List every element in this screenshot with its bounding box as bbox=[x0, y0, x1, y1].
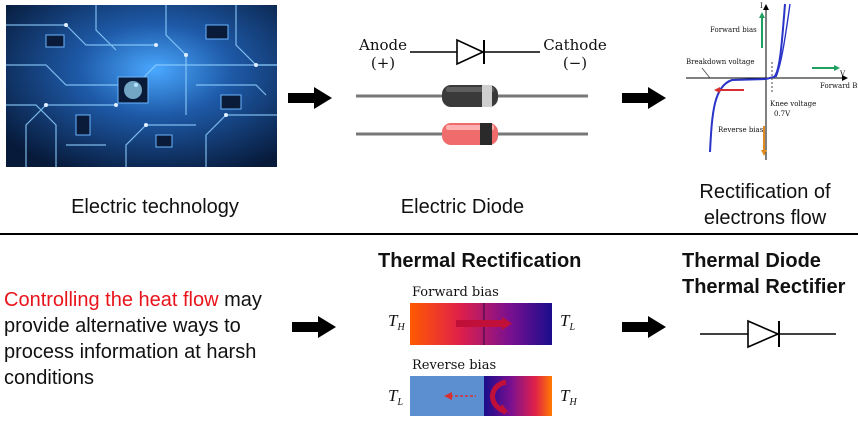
thermal-diode-title: Thermal Diode bbox=[682, 250, 821, 272]
right-arrow-icon bbox=[622, 316, 666, 338]
anode-label: Anode bbox=[358, 36, 407, 54]
circuit-board-image bbox=[6, 5, 277, 167]
caption-rectification-line1: Rectification of bbox=[699, 181, 831, 203]
cathode-label: Cathode bbox=[543, 36, 607, 54]
reverse-bias-label: Reverse bias bbox=[412, 358, 497, 373]
forward-bias-label: Forward bias bbox=[412, 285, 499, 300]
diode-symbol-icon bbox=[410, 38, 540, 71]
iv-axis-i: I bbox=[760, 2, 763, 10]
right-arrow-icon bbox=[292, 316, 336, 338]
iv-knee-value: 0.7V bbox=[774, 110, 791, 118]
caption-rectification-line2: electrons flow bbox=[703, 207, 827, 229]
anode-sign: (+) bbox=[370, 54, 396, 72]
heat-flow-statement: Controlling the heat flow may provide al… bbox=[4, 287, 294, 391]
thermal-rectifier-title: Thermal Rectifier bbox=[682, 276, 846, 298]
iv-forward-bias: Forward bias bbox=[710, 26, 757, 34]
iv-reverse-bias: Reverse bias bbox=[718, 126, 764, 134]
heat-flow-text-4: conditions bbox=[4, 367, 95, 389]
caption-electric-diode: Electric Diode bbox=[400, 196, 525, 218]
iv-breakdown-voltage: Breakdown voltage bbox=[686, 58, 755, 66]
thermal-rectification-title: Thermal Rectification bbox=[378, 250, 582, 272]
heat-flow-text-3: process information at harsh bbox=[4, 341, 257, 363]
iv-characteristic-curve bbox=[682, 2, 856, 162]
cathode-sign: (−) bbox=[562, 54, 588, 72]
forward-bias-block bbox=[410, 303, 552, 350]
reverse-th-label: TH bbox=[560, 386, 577, 409]
iv-forward-bias-right: Forward Bias bbox=[820, 82, 858, 90]
black-diode-component bbox=[356, 82, 588, 115]
forward-th-label: TH bbox=[388, 311, 405, 334]
red-diode-component bbox=[356, 120, 588, 153]
heat-flow-highlight: Controlling the heat flow bbox=[4, 289, 219, 311]
heat-flow-text-1: may bbox=[218, 289, 262, 311]
iv-knee-voltage: Knee voltage bbox=[770, 100, 817, 108]
right-arrow-icon bbox=[622, 87, 666, 109]
section-divider bbox=[0, 233, 858, 235]
iv-axis-v: V bbox=[840, 70, 846, 78]
reverse-tl-label: TL bbox=[388, 386, 404, 409]
caption-electric-technology: Electric technology bbox=[71, 196, 239, 218]
reverse-bias-block bbox=[410, 376, 552, 421]
forward-tl-label: TL bbox=[560, 311, 576, 334]
right-arrow-icon bbox=[288, 87, 332, 109]
heat-flow-text-2: provide alternative ways to bbox=[4, 315, 241, 337]
thermal-diode-symbol-icon bbox=[700, 317, 836, 356]
